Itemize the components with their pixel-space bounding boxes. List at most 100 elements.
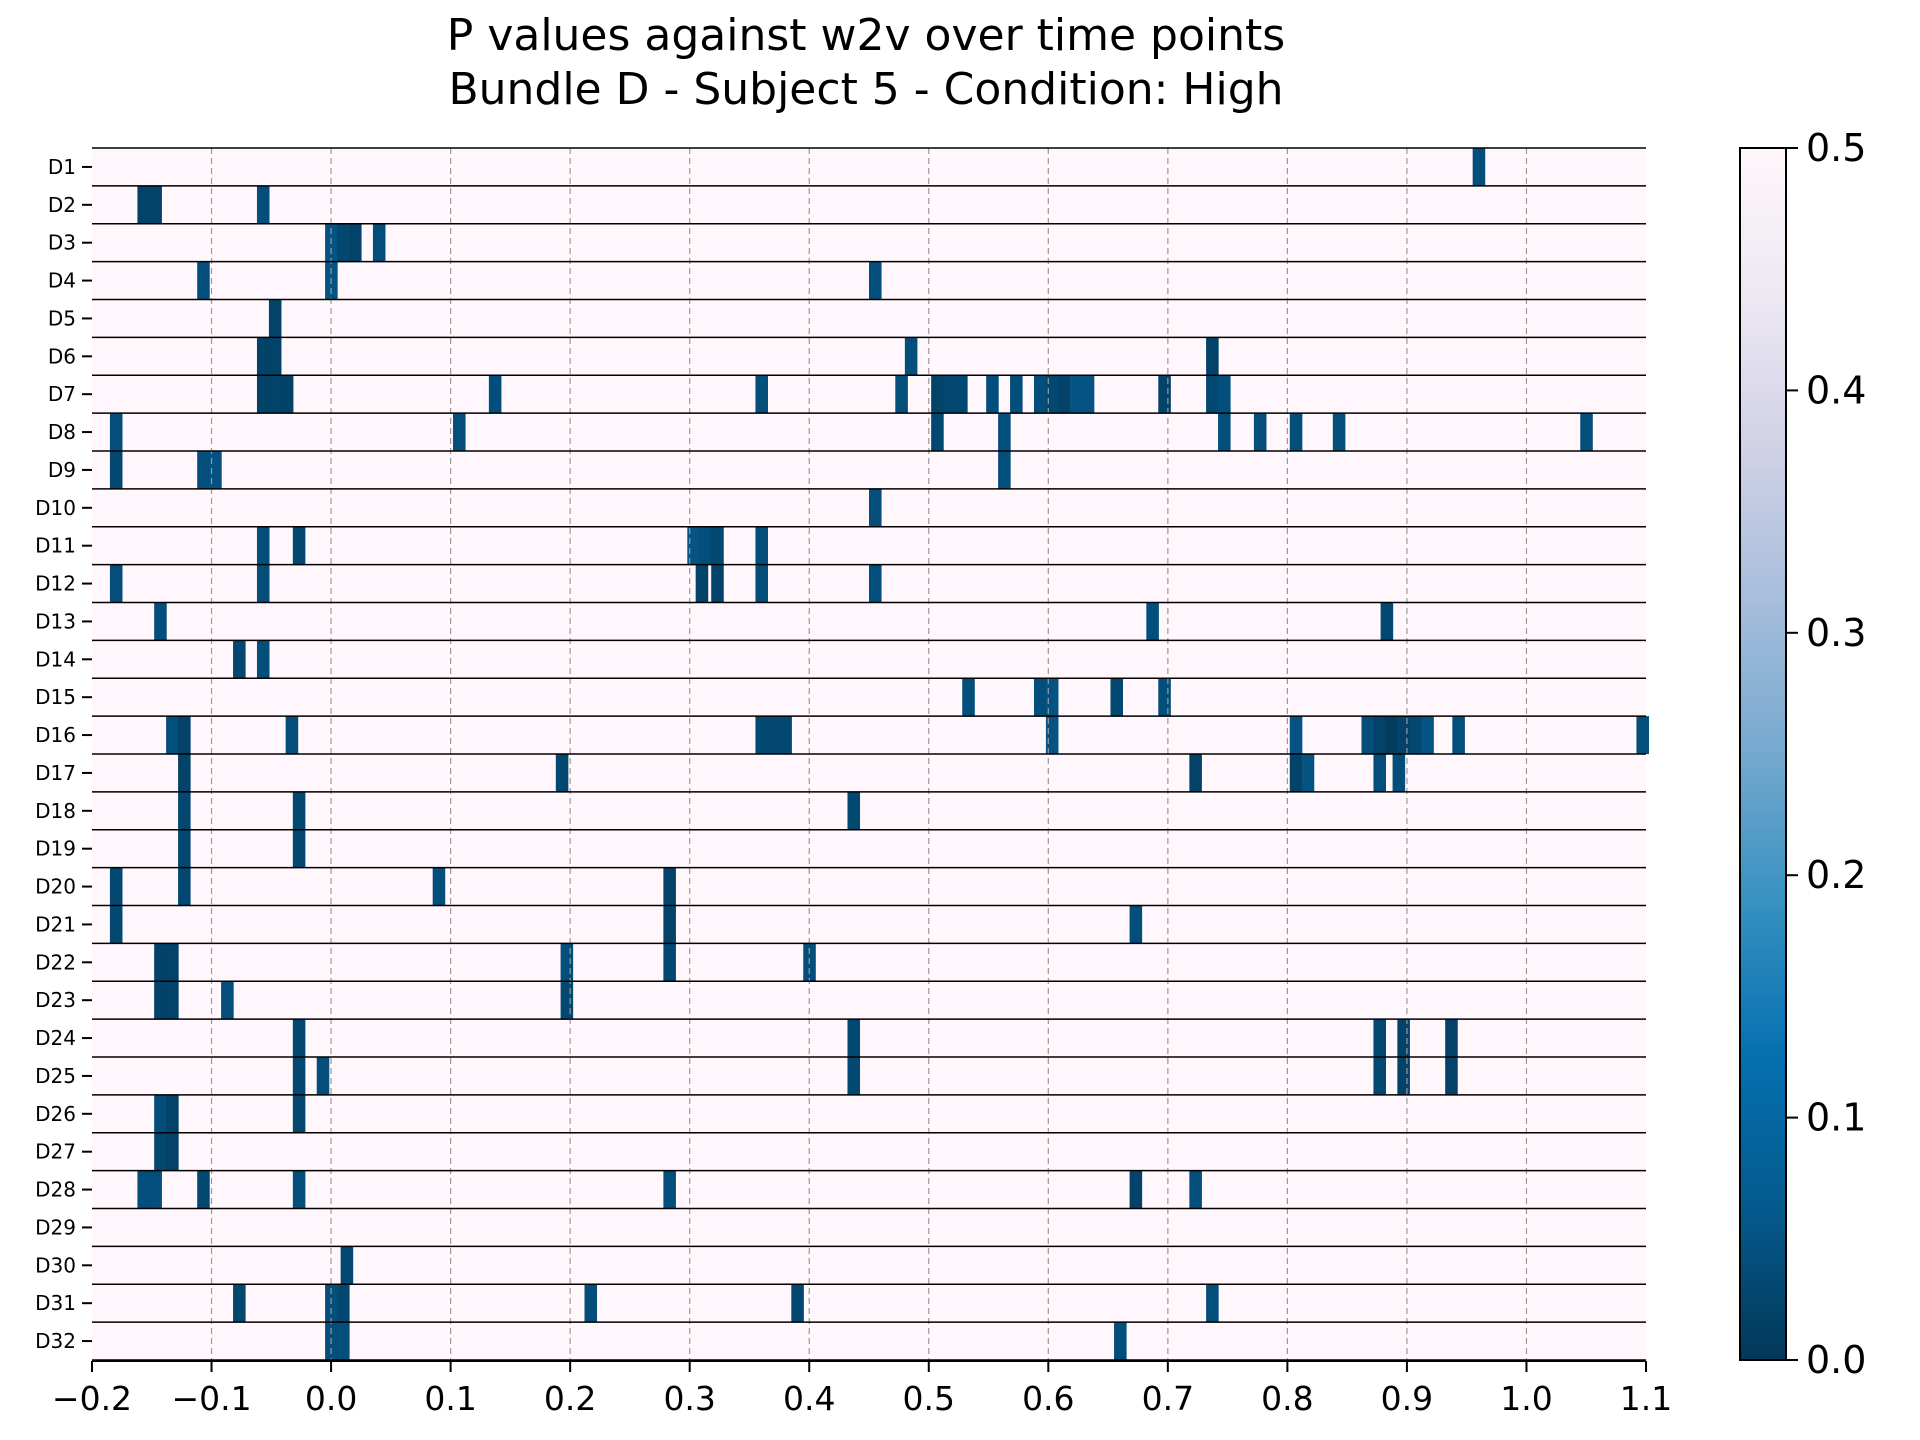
heatmap-cell: [1129, 905, 1143, 944]
heatmap-cell: [1129, 1170, 1143, 1209]
heatmap-cell: [154, 943, 167, 982]
heatmap-cell: [962, 678, 975, 717]
x-tick-label: 0.6: [1022, 1379, 1074, 1418]
heatmap-cell: [285, 716, 299, 754]
heatmap-cell: [1289, 413, 1303, 451]
heatmap-cell: [166, 981, 179, 1020]
row-background: [92, 1208, 1646, 1247]
heatmap-cell: [931, 375, 944, 414]
heatmap-cell: [779, 716, 792, 754]
x-tick-label: 0.1: [424, 1379, 476, 1418]
heatmap-cell: [453, 413, 466, 451]
heatmap-cell: [349, 223, 362, 262]
row-background: [92, 185, 1646, 224]
x-tick-label: 1.0: [1500, 1379, 1552, 1418]
heatmap-cell: [166, 1094, 179, 1133]
heatmap-cell: [372, 223, 386, 262]
heatmap-cell: [109, 905, 123, 944]
heatmap-cell: [166, 943, 179, 982]
x-tick-label: 0.0: [305, 1379, 357, 1418]
heatmap-cell: [197, 451, 210, 489]
y-tick-label: D31: [35, 1291, 76, 1315]
heatmap-cell: [755, 564, 768, 603]
colorbar-gradient: [1739, 147, 1787, 1361]
heatmap-cell: [1373, 754, 1386, 792]
heatmap-cell: [1045, 678, 1059, 717]
heatmap-cell: [1421, 716, 1434, 754]
chart-subtitle: Bundle D - Subject 5 - Condition: High: [448, 64, 1283, 115]
heatmap-cell: [1380, 602, 1394, 641]
heatmap-cell: [178, 867, 191, 906]
y-tick-label: D32: [35, 1329, 76, 1353]
heatmap-cell: [1332, 413, 1346, 451]
heatmap-cell: [280, 375, 294, 414]
row-background: [92, 981, 1646, 1020]
row-background: [92, 526, 1646, 565]
y-tick-label: D22: [35, 950, 76, 974]
y-tick-label: D10: [35, 496, 76, 520]
heatmap-cell: [337, 1284, 350, 1323]
heatmap-cell: [109, 867, 123, 906]
y-tick-label: D30: [35, 1253, 76, 1277]
heatmap-cell: [695, 564, 709, 603]
heatmap-cell: [149, 185, 162, 224]
heatmap-cell: [292, 526, 306, 565]
heatmap-cell: [1189, 754, 1202, 792]
colorbar-tick-label: 0.5: [1806, 126, 1866, 170]
row-background: [92, 791, 1646, 830]
heatmap-cell: [292, 1019, 306, 1057]
heatmap-cell: [1636, 716, 1649, 754]
heatmap-cell: [847, 1019, 861, 1057]
heatmap-cell: [109, 564, 123, 603]
x-tick-label: 0.8: [1261, 1379, 1313, 1418]
heatmap-cell: [1206, 337, 1219, 376]
heatmap-cell: [268, 337, 282, 376]
heatmap-cell: [663, 867, 676, 906]
heatmap-cell: [998, 451, 1011, 489]
heatmap-cell: [268, 299, 282, 338]
heatmap-cell: [1110, 678, 1124, 717]
row-background: [92, 867, 1646, 906]
heatmap-cell: [316, 1057, 330, 1095]
heatmap-cell: [1289, 716, 1303, 754]
heatmap-cell: [109, 413, 123, 451]
x-tick-label: −0.1: [171, 1379, 251, 1418]
y-tick-label: D3: [48, 231, 76, 255]
heatmap-cell: [1392, 754, 1406, 792]
row-background: [92, 1322, 1646, 1360]
heatmap-cell: [1373, 1057, 1386, 1095]
y-tick-label: D27: [35, 1140, 76, 1164]
row-background: [92, 1094, 1646, 1133]
heatmap-cell: [560, 943, 574, 982]
heatmap-cell: [560, 981, 574, 1020]
heatmap-cell: [904, 337, 918, 376]
heatmap-cell: [955, 375, 968, 414]
y-tick-label: D17: [35, 761, 76, 785]
heatmap-cell: [1158, 375, 1171, 414]
x-tick-label: 0.3: [663, 1379, 715, 1418]
heatmap-cell: [755, 375, 768, 414]
row-background: [92, 1284, 1646, 1323]
heatmap-cell: [178, 829, 191, 868]
heatmap-cell: [1397, 1019, 1410, 1057]
y-tick-label: D26: [35, 1102, 76, 1126]
heatmap-cell: [755, 526, 768, 565]
colorbar: 0.0 0.1 0.2 0.3 0.4 0.5: [1739, 126, 1866, 1382]
heatmap-cell: [847, 791, 861, 830]
heatmap-cell: [178, 716, 191, 754]
heatmap-cell: [1069, 375, 1083, 414]
heatmap-cell: [1206, 375, 1219, 414]
heatmap-cell: [869, 261, 882, 300]
row-background: [92, 1132, 1646, 1171]
row-background: [92, 905, 1646, 944]
heatmap-cell: [1033, 678, 1047, 717]
heatmap-cell: [256, 375, 270, 414]
heatmap-cell: [137, 1170, 150, 1209]
heatmap-cell: [233, 640, 246, 679]
heatmap-cell: [292, 1094, 306, 1133]
heatmap-cell: [1409, 716, 1422, 754]
heatmap-cell: [895, 375, 908, 414]
heatmap-cell: [256, 526, 270, 565]
heatmap-cell: [1301, 754, 1315, 792]
